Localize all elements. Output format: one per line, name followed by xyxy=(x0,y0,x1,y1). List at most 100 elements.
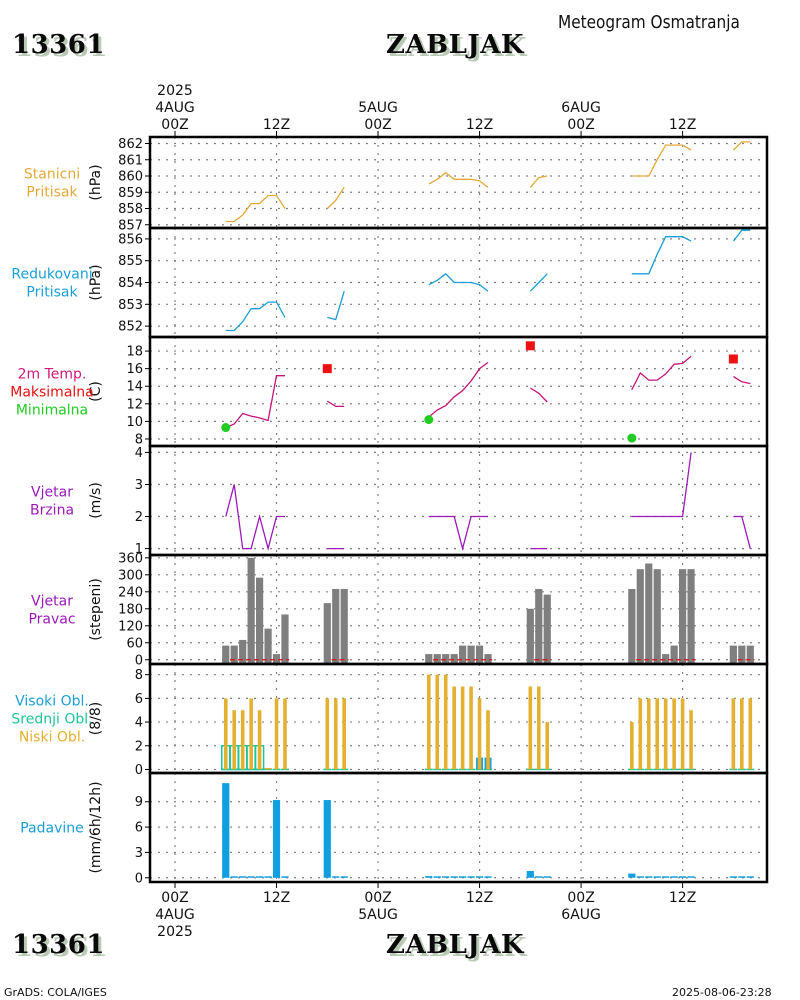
panel-label-wind_speed: Brzina xyxy=(30,503,74,519)
label-layer: 857858859860861862(hPa)StanicniPritisak8… xyxy=(10,83,696,940)
wind-dir-bar xyxy=(687,569,695,665)
temperature-line xyxy=(225,375,285,429)
wind_speed-line xyxy=(225,484,285,552)
precip-bar xyxy=(323,800,331,878)
wind-dir-bar xyxy=(323,603,331,665)
wind-dir-bar xyxy=(543,594,551,665)
panel-label-cloud_cover: Visoki Obl. xyxy=(15,694,89,710)
precip-bar xyxy=(645,876,653,878)
wind-dir-bar xyxy=(662,654,670,665)
precip-bar xyxy=(450,876,458,878)
panel-label-temperature: Minimalna xyxy=(16,403,88,419)
x-tick-label-bottom: 12Z xyxy=(466,890,493,906)
station_pressure-line xyxy=(732,141,751,151)
wind-dir-bar xyxy=(272,654,281,665)
y-tick-label: 861 xyxy=(118,153,143,168)
x-day-label-bottom: 5AUG xyxy=(358,907,398,923)
cloud-low-bar xyxy=(460,686,465,770)
y-tick-label: 4 xyxy=(135,446,143,461)
wind-dir-bar xyxy=(526,608,534,665)
tmax-marker xyxy=(322,364,332,374)
x-day-label-top: 4AUG xyxy=(155,100,195,116)
wind-dir-bar xyxy=(425,654,433,665)
cloud-low-bar xyxy=(536,686,541,770)
reduced_pressure-line xyxy=(327,291,345,321)
y-tick-label: 8 xyxy=(135,668,143,683)
temperature-line xyxy=(529,387,548,403)
wind-dir-bar xyxy=(230,645,238,665)
station_pressure-line xyxy=(631,144,692,177)
y-tick-label: 856 xyxy=(118,232,143,247)
y-axis-label: (hPa) xyxy=(88,164,104,200)
temperature-line xyxy=(631,355,692,390)
precip-bar xyxy=(442,876,450,878)
cloud-low-bar xyxy=(427,674,431,770)
y-tick-label: 180 xyxy=(118,602,143,617)
y-tick-label: 860 xyxy=(118,170,143,185)
cloud-low-bar xyxy=(249,698,253,770)
precip-bar xyxy=(425,876,433,878)
y-tick-label: 859 xyxy=(118,186,143,201)
cloud-low-bar xyxy=(638,698,643,770)
wind-dir-bar xyxy=(628,588,636,665)
cloud-low-bar xyxy=(452,686,456,770)
precip-bar xyxy=(729,876,737,878)
precip-bar xyxy=(239,876,247,878)
wind-dir-bar xyxy=(450,654,458,665)
precip-bar xyxy=(746,876,754,878)
panel-label-reduced_pressure: Redukovani xyxy=(11,267,92,283)
y-tick-label: 858 xyxy=(118,202,143,217)
x-day-label-bottom: 4AUG xyxy=(155,907,195,923)
x-tick-label-bottom: 12Z xyxy=(669,890,696,906)
precip-bar xyxy=(662,876,670,878)
tmax-marker xyxy=(728,354,738,364)
precip-bar xyxy=(484,876,492,878)
cloud-low-bar xyxy=(435,674,440,770)
precip-bar xyxy=(340,876,348,878)
y-tick-label: 60 xyxy=(126,636,143,651)
wind-dir-bar xyxy=(467,645,475,665)
precip-bar xyxy=(535,876,543,878)
cloud-low-bar xyxy=(646,698,651,770)
x-tick-label-bottom: 00Z xyxy=(567,890,594,906)
station-name-top: ZABLJAK xyxy=(386,30,524,60)
wind-dir-bar xyxy=(746,645,754,665)
y-tick-label: 300 xyxy=(118,568,143,583)
station_pressure-line xyxy=(529,175,548,188)
precip-bar xyxy=(679,876,687,878)
cloud-low-bar xyxy=(663,698,668,770)
y-tick-label: 18 xyxy=(126,345,143,360)
wind-dir-bar xyxy=(247,557,255,665)
precip-bar xyxy=(459,876,467,878)
reduced_pressure-line xyxy=(529,273,548,292)
panel-label-temperature: Maksimalna xyxy=(10,385,94,401)
wind_speed-line xyxy=(733,515,751,549)
cloud-low-bar xyxy=(740,698,744,770)
panel-label-cloud_cover: Niski Obl. xyxy=(19,730,85,746)
y-axis-label: (hPa) xyxy=(88,264,104,300)
cloud-low-bar xyxy=(630,722,634,770)
timestamp-text: 2025-08-06-23:28 xyxy=(672,986,772,999)
temperature-line xyxy=(428,361,489,418)
tmax-marker xyxy=(525,341,535,351)
panel-label-station_pressure: Pritisak xyxy=(26,185,78,201)
y-tick-label: 852 xyxy=(118,320,143,335)
wind-dir-bar xyxy=(636,569,644,665)
y-tick-label: 10 xyxy=(126,415,143,430)
precip-bar xyxy=(222,783,230,878)
frame-layer xyxy=(145,131,769,888)
cloud-low-bar xyxy=(257,710,262,770)
wind-dir-bar xyxy=(459,645,467,665)
x-tick-label-top: 12Z xyxy=(466,117,493,133)
y-axis-label: (m/s) xyxy=(88,482,104,519)
credit-text: GrADS: COLA/IGES xyxy=(4,986,107,999)
x-day-label-bottom: 6AUG xyxy=(561,907,601,923)
cloud-low-bar xyxy=(240,710,245,770)
wind-dir-bar xyxy=(670,645,678,665)
y-tick-label: 862 xyxy=(118,137,143,152)
cloud-low-bar xyxy=(545,722,550,770)
cloud-low-bar xyxy=(274,698,279,770)
precip-bar xyxy=(543,876,551,878)
wind_speed-line xyxy=(428,515,488,552)
